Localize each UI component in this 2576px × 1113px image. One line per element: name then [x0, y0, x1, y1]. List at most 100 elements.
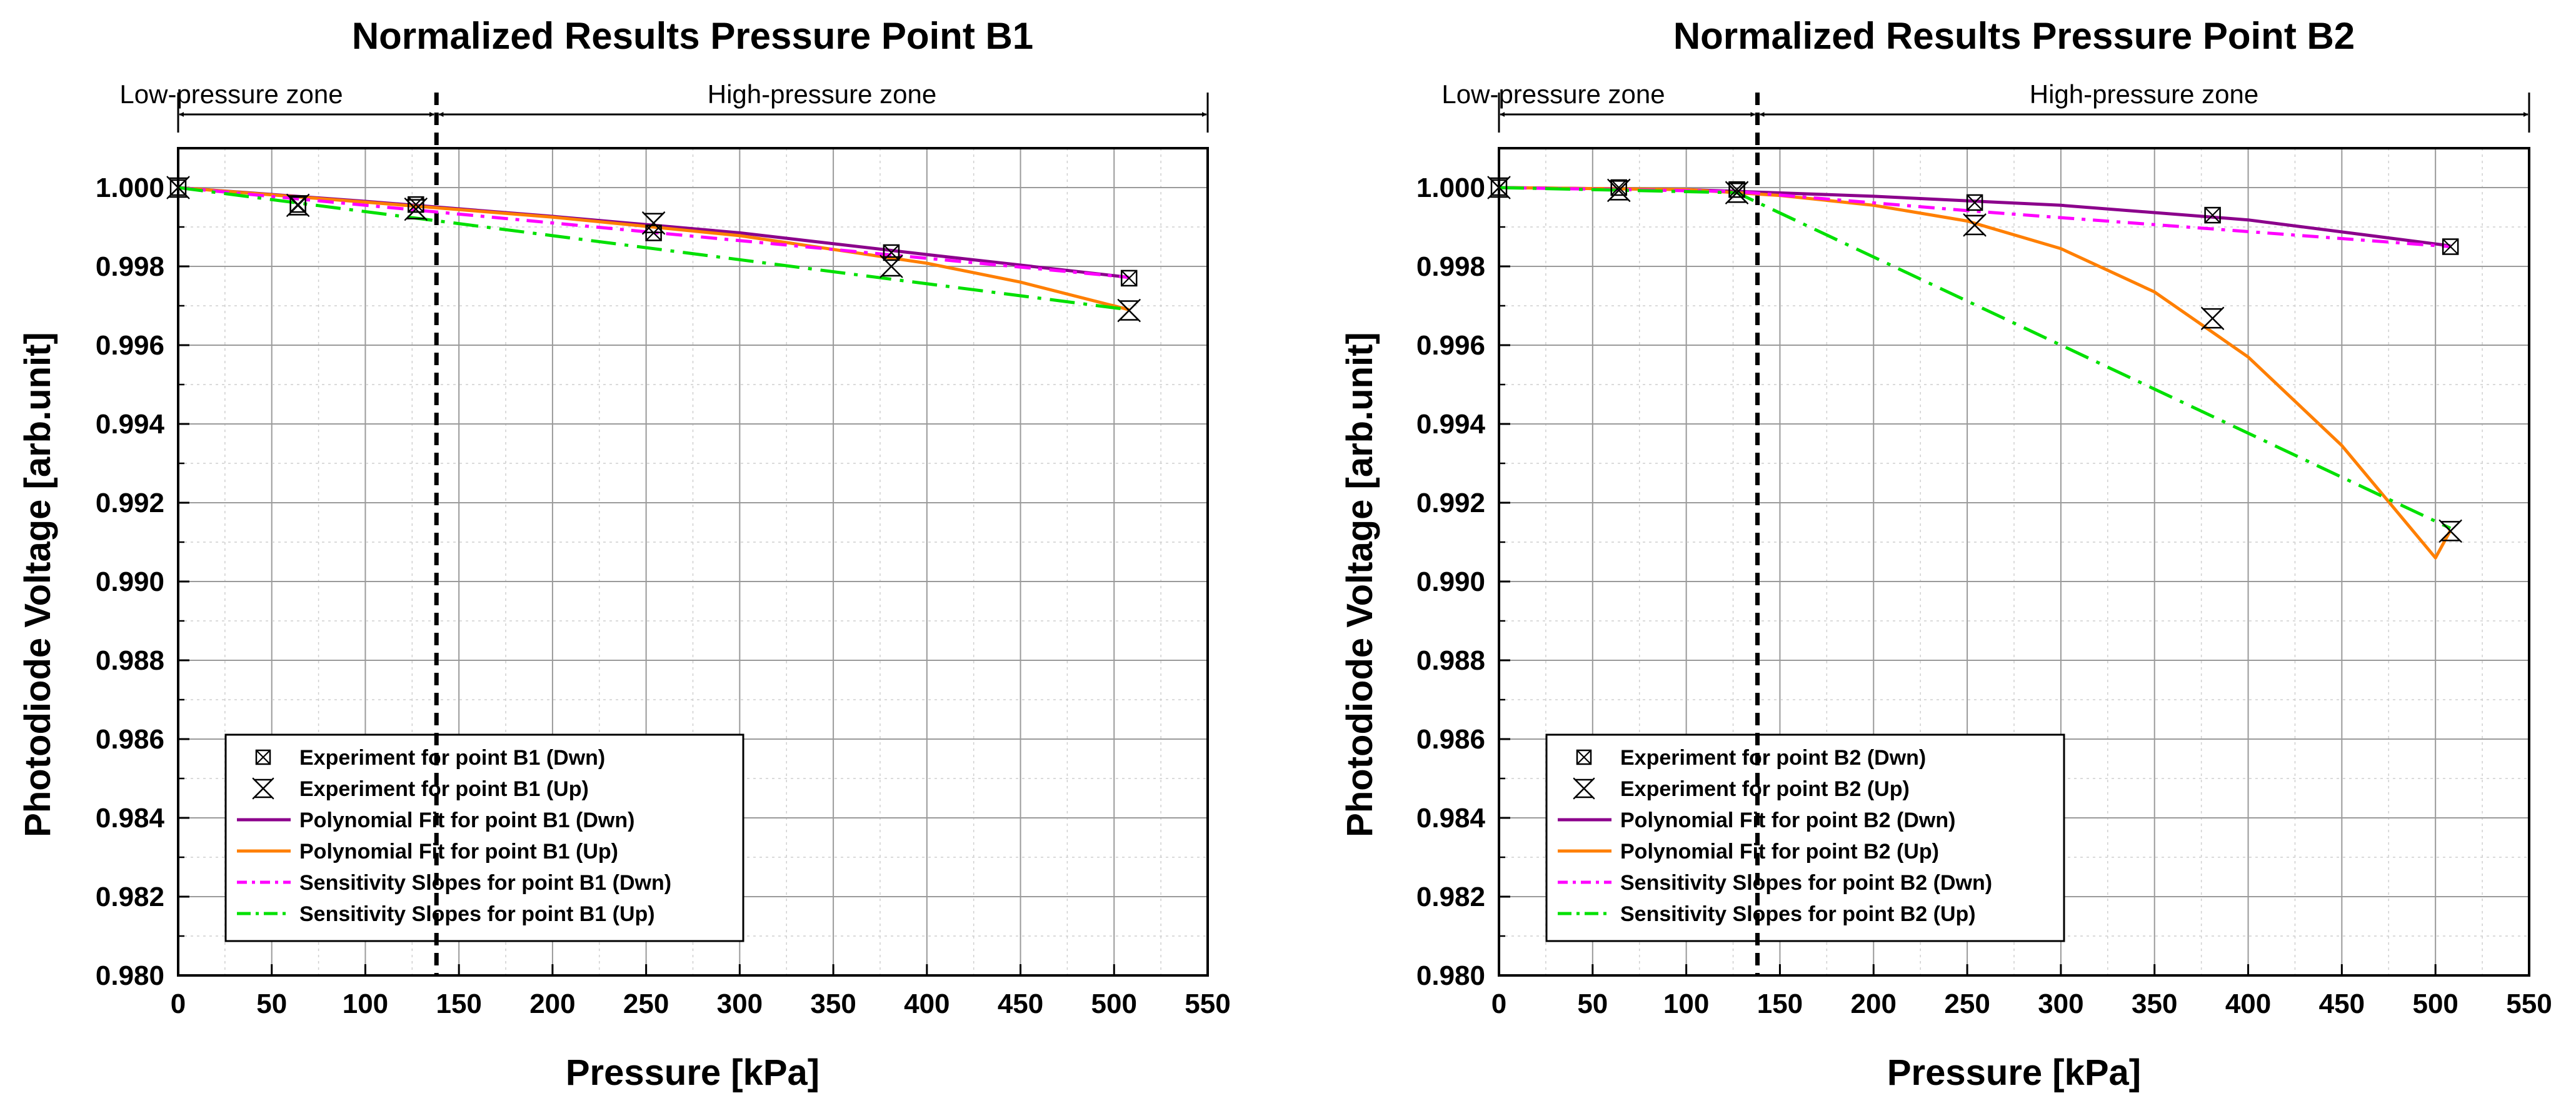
data-point: [166, 176, 190, 199]
y-tick-label: 0.998: [1416, 251, 1485, 282]
data-point: [1606, 178, 1631, 203]
high-pressure-zone-label: High-pressure zone: [2030, 79, 2259, 109]
y-tick-label: 0.986: [1416, 724, 1485, 755]
marker-cross: [1610, 179, 1627, 196]
y-tick-label: 0.994: [1416, 409, 1486, 440]
marker-box: [2204, 206, 2221, 224]
y-tick-label: 1.000: [1416, 173, 1485, 203]
y-tick-label: 0.986: [96, 724, 164, 755]
marker-box: [1728, 181, 1745, 198]
legend-entry-label: Sensitivity Slopes for point B1 (Dwn): [299, 871, 671, 895]
legend-entry-label: Sensitivity Slopes for point B2 (Up): [1620, 902, 1976, 926]
y-tick-label: 0.992: [96, 488, 164, 518]
data-point: [286, 193, 310, 218]
x-tick-label: 500: [2412, 989, 2458, 1019]
legend-swatch: [1573, 777, 1595, 800]
marker-cross: [2438, 519, 2462, 543]
y-tick-label: 1.000: [96, 173, 164, 203]
y-tick-label: 0.984: [1416, 803, 1486, 833]
x-tick-label: 150: [436, 989, 481, 1019]
series-line-5: [178, 186, 1130, 311]
y-axis-label: Photodiode Voltage [arb.unit]: [18, 332, 58, 837]
legend-entry-label: Polynomial Fit for point B1 (Dwn): [299, 808, 634, 832]
y-tick-label: 0.984: [96, 803, 165, 833]
marker-cross: [880, 254, 903, 278]
x-tick-label: 350: [810, 989, 856, 1019]
low-pressure-zone-label: Low-pressure zone: [119, 79, 343, 109]
marker-cross: [1728, 181, 1745, 198]
marker-box: [1610, 179, 1628, 196]
legend-entry-label: Experiment for point B1 (Up): [299, 777, 589, 801]
y-axis-label: Photodiode Voltage [arb.unit]: [1340, 332, 1380, 837]
marker-cross: [1725, 181, 1749, 204]
x-tick-label: 250: [623, 989, 669, 1019]
marker-cross: [256, 750, 271, 765]
high-pressure-zone-label: High-pressure zone: [708, 79, 937, 109]
y-tick-label: 0.988: [1416, 645, 1485, 676]
legend-entry-label: Sensitivity Slopes for point B2 (Dwn): [1620, 871, 1992, 895]
y-tick-label: 0.996: [1416, 330, 1485, 361]
y-tick-label: 0.998: [96, 251, 164, 282]
data-point: [1487, 176, 1511, 199]
series-line-4: [178, 186, 1130, 280]
x-tick-label: 550: [2506, 989, 2552, 1019]
series-group: [1487, 176, 2462, 560]
marker-box: [883, 244, 900, 261]
y-tick-label: 0.980: [1416, 960, 1485, 991]
y-tick-label: 0.980: [96, 960, 164, 991]
data-point: [1963, 213, 1987, 237]
y-tick-label: 0.982: [1416, 882, 1485, 912]
data-point: [1117, 298, 1141, 323]
legend-entry-label: Sensitivity Slopes for point B1 (Up): [299, 902, 655, 926]
x-tick-label: 100: [1663, 989, 1709, 1019]
data-point: [2438, 519, 2462, 543]
legend-entry-label: Polynomial Fit for point B1 (Up): [299, 840, 618, 864]
series-group: [166, 176, 1141, 323]
low-pressure-zone-label: Low-pressure zone: [1441, 79, 1665, 109]
legend-entry-label: Polynomial Fit for point B2 (Up): [1620, 840, 1939, 864]
marker-cross: [1487, 176, 1511, 199]
x-tick-label: 450: [2319, 989, 2365, 1019]
marker-cross: [1117, 298, 1141, 323]
x-tick-label: 50: [1577, 989, 1608, 1019]
x-tick-label: 500: [1091, 989, 1137, 1019]
legend-box: [224, 733, 744, 942]
marker-box: [169, 179, 187, 196]
data-point: [1120, 269, 1138, 287]
marker-box: [1490, 179, 1508, 196]
legend: Experiment for point B1 (Dwn) Experiment…: [224, 733, 744, 942]
legend-swatch: [252, 777, 274, 800]
series-line-3: [178, 186, 1130, 311]
marker-box: [408, 196, 424, 213]
data-point: [1610, 179, 1628, 196]
data-point: [1728, 181, 1745, 198]
marker-box: [1120, 269, 1138, 287]
x-tick-label: 300: [2038, 989, 2083, 1019]
chart-panel-b1: Normalized Results Pressure Point B1 Pre…: [18, 15, 1231, 1093]
x-tick-label: 450: [998, 989, 1043, 1019]
x-tick-label: 200: [1851, 989, 1897, 1019]
legend-entry-label: Experiment for point B2 (Dwn): [1620, 746, 1926, 770]
y-tick-label: 0.996: [96, 330, 164, 361]
marker-box: [1576, 749, 1592, 765]
legend-swatch: [255, 749, 271, 765]
marker-cross: [641, 211, 666, 235]
marker-cross: [1963, 213, 1987, 237]
x-tick-label: 550: [1185, 989, 1230, 1019]
x-tick-label: 50: [256, 989, 287, 1019]
marker-cross: [2204, 207, 2221, 223]
data-point: [1966, 194, 1983, 211]
y-tick-label: 0.992: [1416, 488, 1485, 518]
x-tick-label: 250: [1944, 989, 1990, 1019]
chart-panel-b2: Normalized Results Pressure Point B2 Pre…: [1340, 15, 2552, 1093]
chart-title: Normalized Results Pressure Point B2: [1673, 15, 2355, 57]
marker-cross: [1121, 270, 1138, 286]
x-tick-label: 400: [904, 989, 950, 1019]
y-tick-label: 0.982: [96, 882, 164, 912]
x-axis-label: Pressure [kPa]: [566, 1052, 819, 1093]
x-tick-label: 150: [1757, 989, 1803, 1019]
marker-cross: [2442, 238, 2458, 255]
legend-entry-label: Experiment for point B1 (Dwn): [299, 746, 605, 770]
